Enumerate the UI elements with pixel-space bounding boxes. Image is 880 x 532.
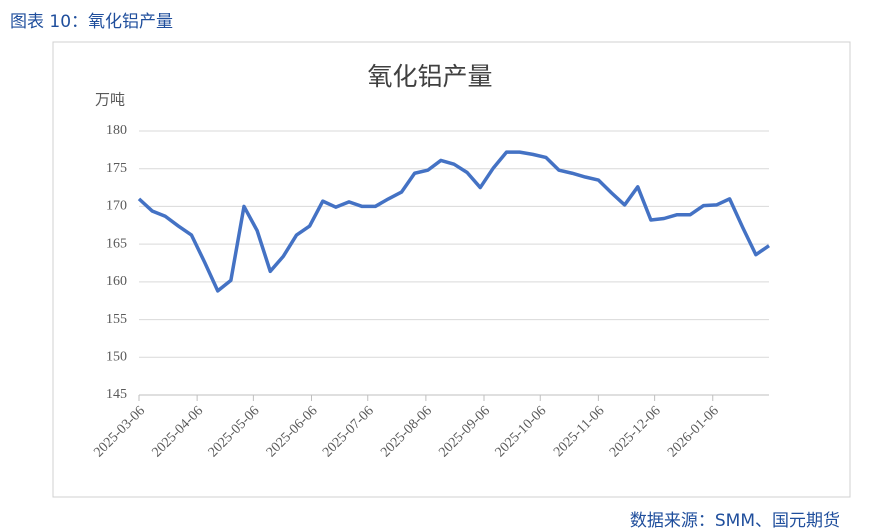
y-tick-label: 180 [106,123,127,138]
figure-caption: 图表 10：氧化铝产量 [10,12,173,32]
y-tick-label: 155 [106,312,127,327]
y-tick-label: 165 [106,236,127,251]
y-tick-label: 145 [106,387,127,402]
chart-title: 氧化铝产量 [367,62,492,91]
y-tick-label: 170 [106,199,127,214]
y-axis-label: 万吨 [95,91,125,109]
data-line [137,150,770,293]
y-tick-label: 150 [106,350,127,365]
y-tick-label: 175 [106,161,127,176]
chart-frame [52,41,851,498]
y-tick-label: 160 [106,274,127,289]
source-note: 数据来源：SMM、国元期货 [630,511,840,531]
